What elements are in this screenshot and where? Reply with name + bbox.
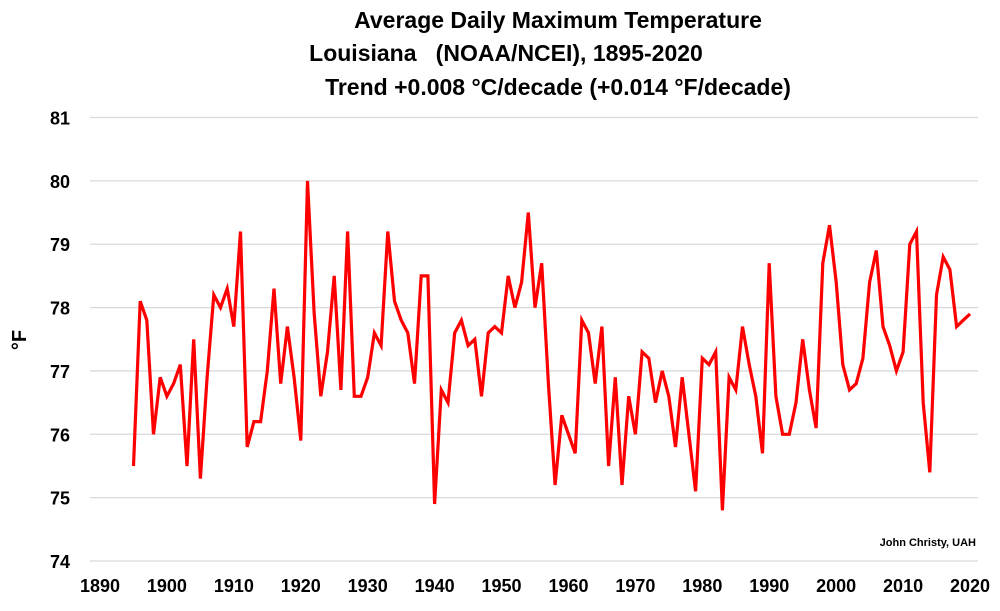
x-tick-label: 1990 [749, 576, 789, 596]
x-tick-label: 1910 [214, 576, 254, 596]
gridlines [90, 116, 978, 562]
y-tick-label: 81 [50, 109, 70, 129]
x-tick-label: 2010 [883, 576, 923, 596]
y-tick-label: 79 [50, 235, 70, 255]
x-tick-label: 1950 [482, 576, 522, 596]
x-tick-label: 1970 [615, 576, 655, 596]
y-tick-label: 77 [50, 362, 70, 382]
x-tick-label: 1980 [682, 576, 722, 596]
chart-trend-subtitle: Trend +0.008 °C/decade (+0.014 °F/decade… [325, 74, 791, 100]
x-tick-label: 1920 [281, 576, 321, 596]
x-tick-label: 2000 [816, 576, 856, 596]
chart-title: Average Daily Maximum Temperature [354, 7, 762, 33]
x-tick-label: 2020 [950, 576, 990, 596]
series-group [131, 180, 972, 511]
x-tick-label: 1890 [80, 576, 120, 596]
x-axis-ticks: 1890 1900 1910 1920 1930 1940 1950 1960 1970 1980… [80, 576, 990, 596]
y-tick-label: 74 [50, 552, 70, 572]
y-axis-label: °F [9, 330, 31, 350]
x-tick-label: 1940 [415, 576, 455, 596]
y-tick-label: 80 [50, 172, 70, 192]
y-axis-ticks: 74 75 76 77 78 79 80 81 [50, 109, 70, 573]
x-tick-label: 1960 [548, 576, 588, 596]
credit-annotation: John Christy, UAH [880, 537, 976, 549]
y-tick-label: 76 [50, 425, 70, 445]
series-line [131, 180, 972, 511]
x-tick-label: 1930 [348, 576, 388, 596]
y-tick-label: 75 [50, 489, 70, 509]
y-tick-label: 78 [50, 299, 70, 319]
x-tick-label: 1900 [147, 576, 187, 596]
chart-subtitle: Louisiana (NOAA/NCEI), 1895-2020 [309, 40, 703, 66]
